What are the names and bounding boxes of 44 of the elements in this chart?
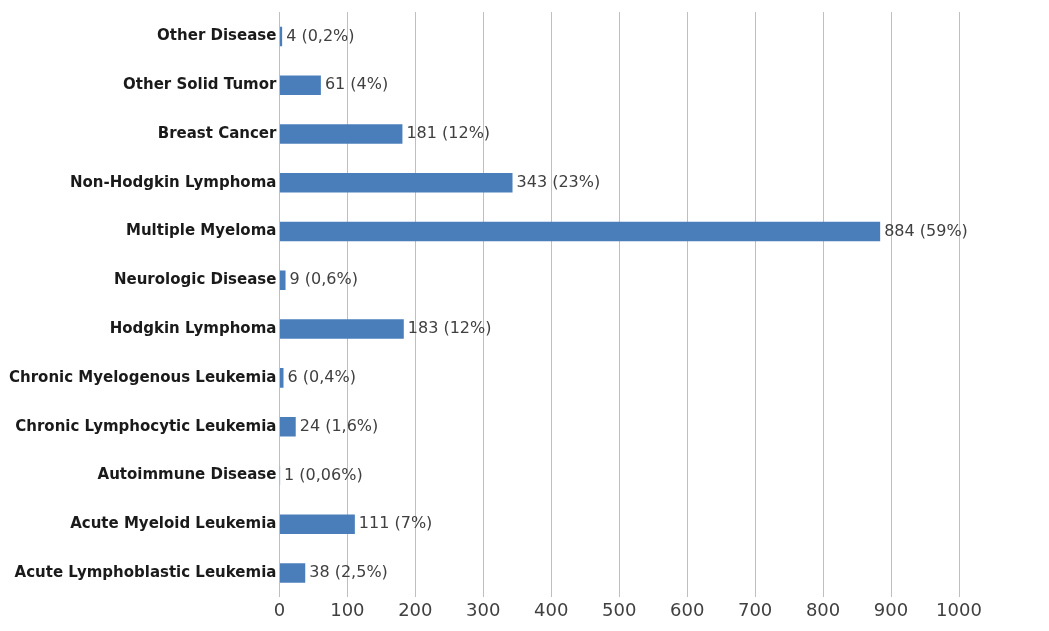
data-label: 884 (59%) [884,220,968,240]
bar [279,514,355,534]
bar [279,563,306,583]
bar [279,319,404,339]
y-tick-label: Chronic Lymphocytic Leukemia [15,416,277,435]
y-tick-label: Multiple Myeloma [126,221,277,240]
y-tick-label: Neurologic Disease [113,270,277,289]
y-tick-label: Hodgkin Lymphoma [109,318,277,337]
x-tick-label: 800 [805,598,841,620]
bar [279,75,321,95]
x-tick-label: 0 [273,598,286,620]
y-tick-label: Other Disease [157,26,277,45]
y-tick-label: Other Solid Tumor [123,75,278,94]
data-label: 343 (23%) [516,171,601,191]
x-tick-label: 600 [669,598,705,620]
y-tick-label: Acute Myeloid Leukemia [70,514,277,533]
data-label: 111 (7%) [358,513,433,533]
bar [279,172,513,193]
data-label: 24 (1,6%) [299,415,379,435]
x-tick-label: 100 [330,598,365,620]
data-label: 1 (0,06%) [284,464,363,484]
x-tick-label: 400 [534,598,569,620]
data-label: 61 (4%) [324,74,389,94]
data-label: 183 (12%) [407,318,492,338]
y-tick-label: Autoimmune Disease [97,465,277,484]
data-label: 4 (0,2%) [286,25,355,45]
x-tick-label: 700 [737,598,773,620]
x-tick-label: 1000 [936,598,982,620]
data-label: 6 (0,4%) [287,367,356,387]
bar [279,221,881,242]
x-tick-label: 200 [398,598,433,620]
bar [279,124,403,144]
bar [279,416,296,437]
y-tick-label: Breast Cancer [157,123,278,142]
y-tick-label: Acute Lymphoblastic Leukemia [14,562,277,581]
x-tick-label: 900 [873,598,909,620]
data-label: 38 (2,5%) [309,562,388,582]
x-tick-label: 300 [466,598,501,620]
x-tick-label: 500 [602,598,637,620]
bar [279,270,286,291]
data-label: 181 (12%) [406,123,491,143]
data-label: 9 (0,6%) [289,269,358,289]
y-tick-label: Non-Hodgkin Lymphoma [69,172,277,191]
y-tick-label: Chronic Myelogenous Leukemia [9,367,277,386]
